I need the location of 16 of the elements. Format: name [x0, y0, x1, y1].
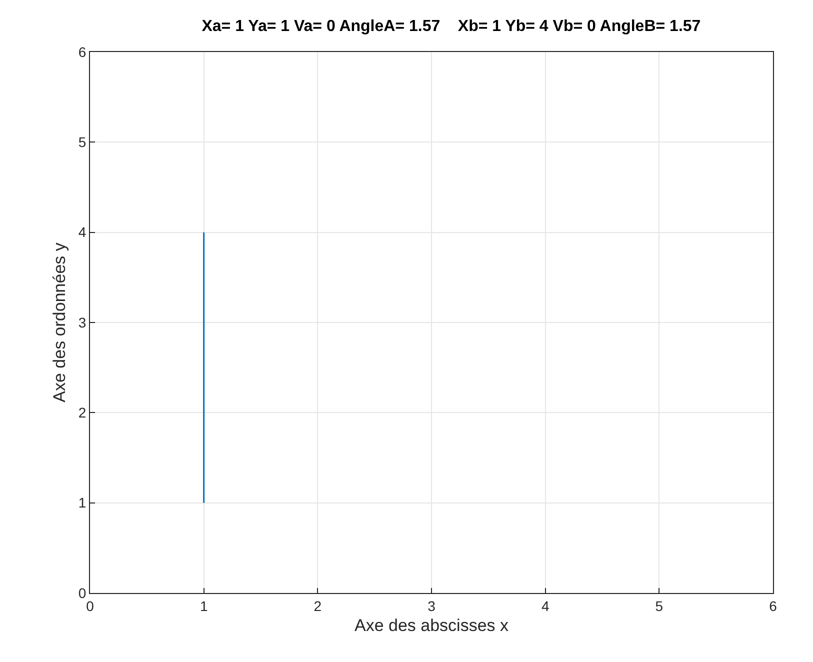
y-axis-title: Axe des ordonnées y: [50, 242, 69, 402]
y-tick-label: 0: [78, 584, 86, 601]
x-axis-title: Axe des abscisses x: [354, 616, 510, 636]
x-tick-label: 5: [655, 598, 664, 614]
y-tick-label: 3: [78, 314, 86, 330]
x-tick-label: 6: [769, 598, 778, 614]
x-tick-label: 1: [200, 598, 208, 614]
y-tick-label: 6: [78, 44, 86, 60]
x-tick-label: 4: [541, 598, 550, 614]
y-tick-label: 1: [78, 494, 86, 511]
x-tick-label: 3: [428, 598, 436, 614]
y-tick-label: 2: [78, 404, 86, 421]
x-tick-label: 2: [314, 598, 322, 614]
y-tick-label: 5: [78, 134, 86, 150]
chart-title: Xa= 1 Ya= 1 Va= 0 AngleA= 1.57 Xb= 1 Yb= 4 Vb= 0 AngleB= 1.57: [202, 18, 701, 36]
y-tick-label: 4: [78, 224, 86, 240]
